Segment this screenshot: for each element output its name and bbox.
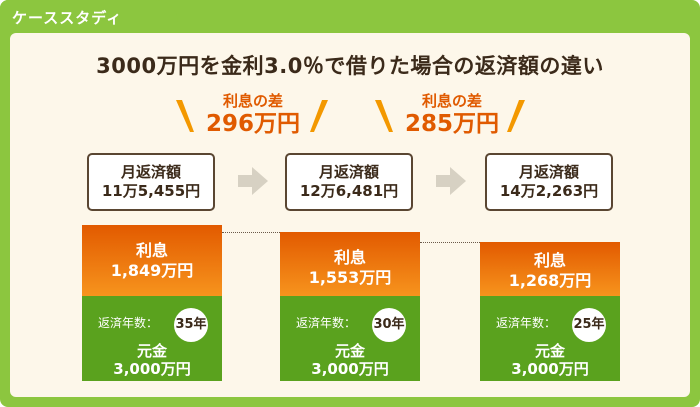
- monthly-label: 月返済額: [120, 163, 181, 181]
- difference-value: 296万円: [205, 111, 300, 137]
- interest-value: 1,553万円: [308, 268, 392, 287]
- principal-label: 元金: [136, 342, 167, 360]
- interest-label: 利息: [135, 241, 168, 260]
- principal-value: 3,000万円: [511, 360, 589, 378]
- monthly-value: 14万2,263円: [499, 182, 599, 200]
- monthly-payment-box-35: 月返済額 11万5,455円: [87, 153, 215, 211]
- principal-label: 元金: [334, 342, 365, 360]
- emphasis-slash-icon: [176, 100, 194, 132]
- years-badge: 30年: [372, 308, 406, 342]
- years-label: 返済年数：: [296, 316, 357, 330]
- emphasis-slash-icon: [310, 100, 328, 132]
- principal-label: 元金: [534, 342, 565, 360]
- right-arrow-icon: [238, 167, 268, 195]
- monthly-value: 12万6,481円: [299, 182, 399, 200]
- interest-level-line: [222, 232, 282, 233]
- principal-value: 3,000万円: [113, 360, 191, 378]
- interest-label: 利息: [333, 248, 366, 267]
- monthly-payment-box-25: 月返済額 14万2,263円: [485, 153, 613, 211]
- years-label: 返済年数：: [98, 316, 159, 330]
- monthly-payment-box-30: 月返済額 12万6,481円: [285, 153, 413, 211]
- monthly-value: 11万5,455円: [101, 182, 201, 200]
- main-title: 3000万円を金利3.0％で借りた場合の返済額の違い: [96, 54, 604, 78]
- emphasis-slash-icon: [375, 100, 393, 132]
- principal-bar-30: 返済年数： 30年 元金 3,000万円: [280, 296, 420, 381]
- monthly-label: 月返済額: [318, 163, 379, 181]
- interest-difference-1: 利息の差 296万円: [198, 92, 308, 138]
- interest-value: 1,849万円: [110, 261, 194, 280]
- years-label: 返済年数：: [496, 316, 557, 330]
- principal-bar-35: 返済年数： 35年 元金 3,000万円: [82, 296, 222, 381]
- monthly-label: 月返済額: [518, 163, 579, 181]
- years-badge: 25年: [572, 308, 606, 342]
- interest-bar-35: 利息 1,849万円: [82, 225, 222, 296]
- difference-label: 利息の差: [222, 92, 283, 110]
- interest-label: 利息: [533, 251, 566, 270]
- interest-bar-25: 利息 1,268万円: [480, 242, 620, 296]
- interest-bar-30: 利息 1,553万円: [280, 232, 420, 296]
- interest-difference-2: 利息の差 285万円: [397, 92, 507, 138]
- years-badge: 35年: [174, 308, 208, 342]
- principal-bar-25: 返済年数： 25年 元金 3,000万円: [480, 296, 620, 381]
- emphasis-slash-icon: [507, 100, 525, 132]
- interest-level-line: [420, 242, 480, 243]
- difference-label: 利息の差: [421, 92, 482, 110]
- repayment-years-row: 返済年数： 35年: [82, 308, 222, 342]
- right-arrow-icon: [436, 167, 466, 195]
- repayment-years-row: 返済年数： 30年: [280, 308, 420, 342]
- interest-value: 1,268万円: [508, 271, 592, 290]
- repayment-years-row: 返済年数： 25年: [480, 308, 620, 342]
- principal-value: 3,000万円: [311, 360, 389, 378]
- tab-label: ケーススタディ: [12, 9, 123, 27]
- difference-value: 285万円: [404, 111, 499, 137]
- case-study-tab: ケーススタディ: [0, 0, 178, 36]
